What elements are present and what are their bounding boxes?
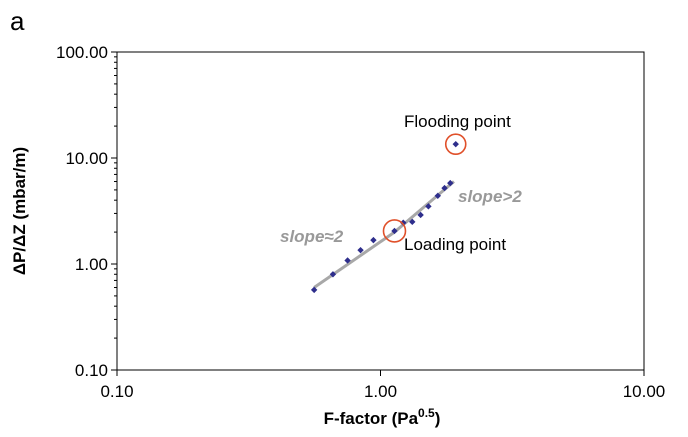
data-point [344, 257, 351, 264]
data-point [441, 184, 448, 192]
y-tick-label: 100.00 [56, 43, 108, 62]
loading-point-label: Loading point [404, 235, 506, 254]
data-point [370, 236, 377, 244]
data-point [329, 271, 337, 278]
x-axis-label-tail: ) [435, 409, 441, 428]
slope-low-label: slope≈2 [280, 227, 344, 246]
data-points [310, 140, 459, 294]
data-point [434, 192, 442, 199]
x-axis-label-main: F-factor (Pa [324, 409, 419, 428]
flooding-point-label: Flooding point [404, 112, 511, 131]
data-point [409, 218, 416, 226]
plot-area-frame [116, 51, 645, 371]
x-tick-label: 0.10 [100, 382, 133, 401]
panel-label: a [10, 6, 25, 36]
x-axis-label-superscript: 0.5 [418, 406, 435, 420]
flooding-point-circle [444, 133, 467, 155]
loading-point-circle [382, 219, 407, 243]
y-axis-ticks: 0.10 1.00 10.00 100.00 [56, 43, 117, 380]
data-point [447, 179, 454, 187]
y-tick-label: 10.00 [65, 149, 108, 168]
data-point [452, 140, 459, 148]
x-tick-label: 1.00 [364, 382, 397, 401]
data-point [310, 286, 318, 294]
data-point [391, 227, 398, 235]
data-point [400, 219, 407, 226]
y-tick-label: 0.10 [75, 361, 108, 380]
fit-line [313, 230, 396, 289]
data-point [357, 246, 364, 254]
data-point [425, 203, 432, 210]
data-point [417, 211, 424, 219]
slope-high-label: slope>2 [458, 187, 522, 206]
x-axis-ticks: 0.10 1.00 10.00 [100, 370, 665, 401]
y-axis-label: ΔP/ΔZ (mbar/m) [10, 147, 29, 275]
y-tick-label: 1.00 [75, 255, 108, 274]
x-axis-label: F-factor (Pa0.5) [324, 406, 441, 428]
x-tick-label: 10.00 [623, 382, 666, 401]
